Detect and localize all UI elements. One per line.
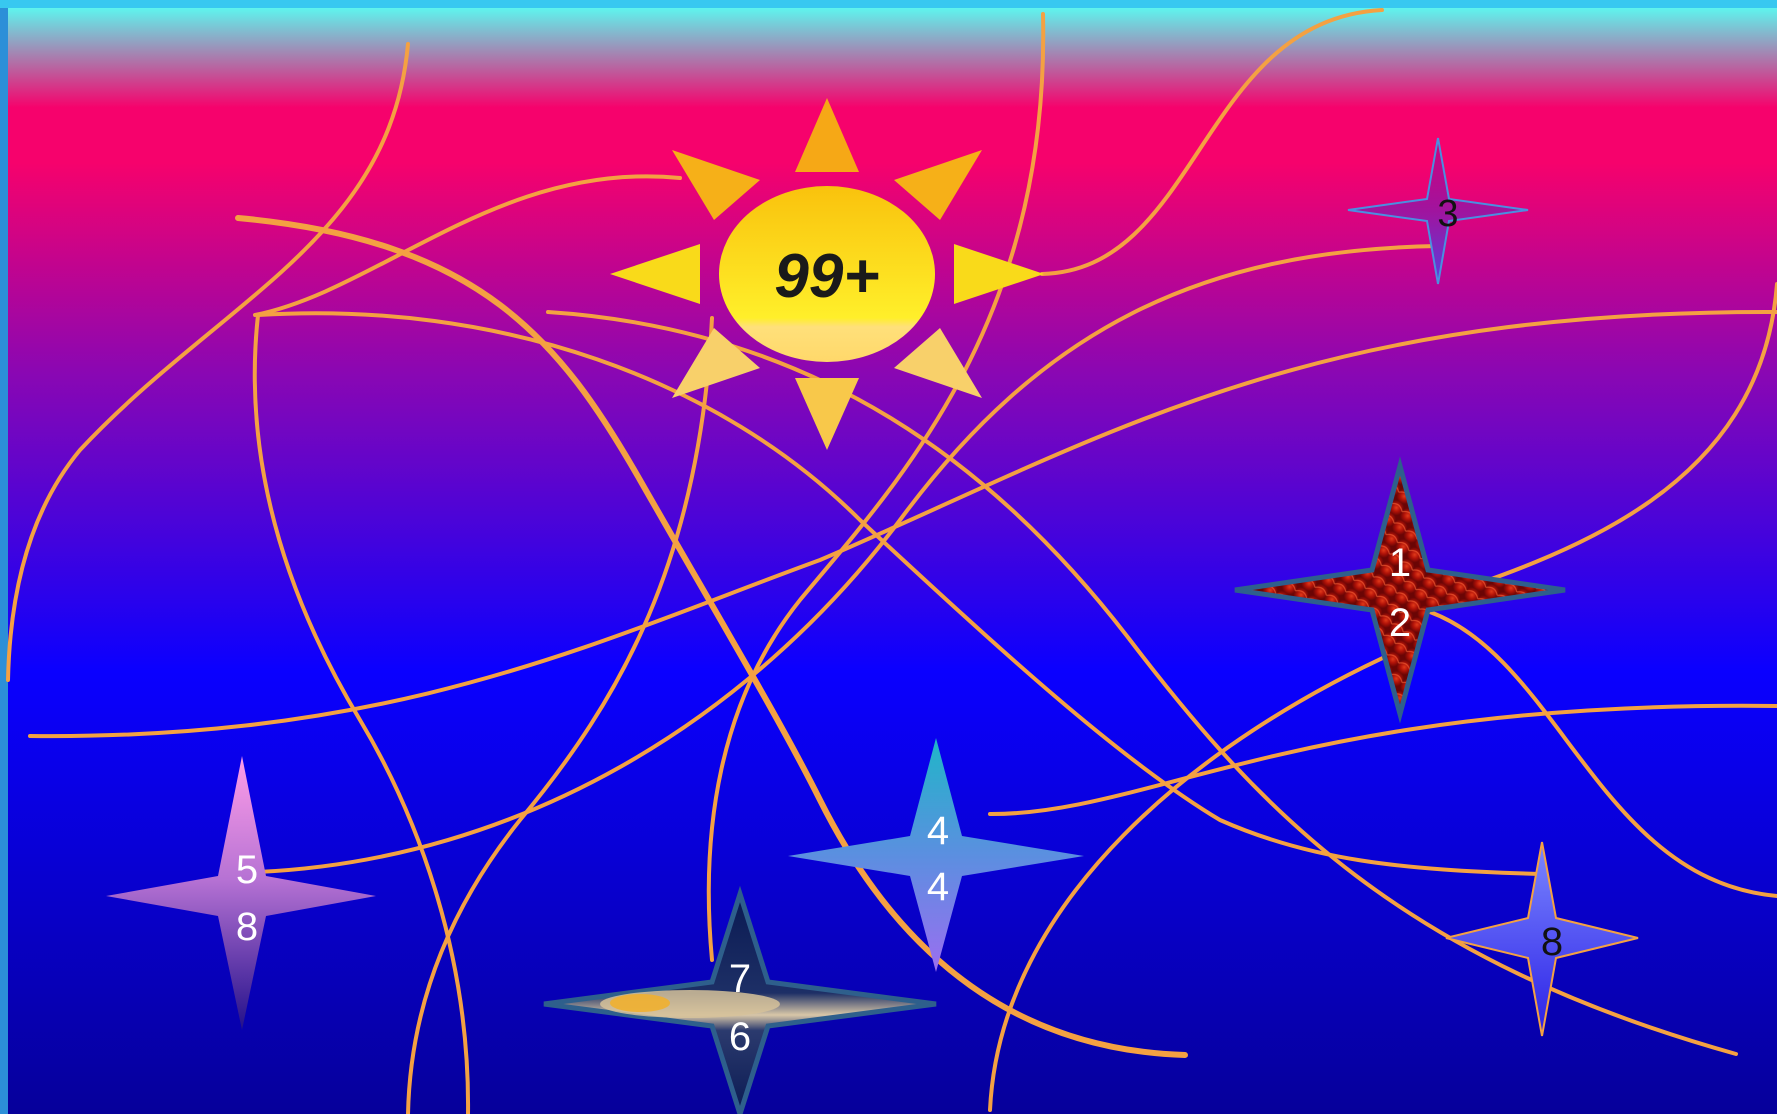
- star-shape: [1445, 841, 1639, 1037]
- curve: [252, 313, 471, 1114]
- star-label-top: 4: [927, 809, 949, 853]
- sun-ray: [795, 378, 859, 450]
- left-edge-strip: [0, 0, 8, 1114]
- star-label: 3: [1437, 193, 1458, 235]
- star-label-bottom: 4: [927, 865, 949, 909]
- shell-photo-highlight: [610, 994, 670, 1012]
- star-76[interactable]: 7 6: [543, 885, 937, 1114]
- sun-core: [719, 186, 935, 362]
- curve: [988, 648, 1402, 1112]
- curve: [1040, 8, 1384, 276]
- sun-ray: [795, 98, 859, 172]
- sun-rays: [610, 98, 1044, 450]
- curve: [706, 12, 1046, 962]
- curve: [6, 42, 410, 682]
- top-edge-strip: [0, 0, 1777, 8]
- star-label: 8: [1541, 920, 1563, 964]
- star-label-bottom: 2: [1389, 601, 1411, 645]
- sun-counter-label: 99+: [774, 242, 879, 311]
- curve: [256, 244, 1440, 874]
- star-12[interactable]: 1 2: [1234, 456, 1566, 724]
- star-shape: [788, 738, 1084, 972]
- star-58[interactable]: 5 8: [106, 756, 376, 1030]
- curve: [253, 174, 682, 317]
- sun-ray: [894, 328, 982, 398]
- star-label-bottom: 6: [729, 1015, 751, 1059]
- sun-ray: [672, 328, 760, 398]
- star-shape: [1347, 137, 1529, 285]
- star-label-top: 1: [1389, 541, 1411, 585]
- curve: [406, 316, 714, 1114]
- star-shape: [1234, 456, 1566, 724]
- sun[interactable]: 99+: [610, 98, 1044, 450]
- star-44[interactable]: 4 4: [788, 738, 1084, 972]
- curve: [235, 215, 1188, 1058]
- star-label-top: 5: [236, 848, 258, 892]
- curve: [256, 311, 1542, 876]
- star-label-bottom: 8: [236, 905, 258, 949]
- sun-ray: [894, 150, 982, 220]
- star-8[interactable]: 8: [1445, 841, 1639, 1037]
- curve: [28, 309, 1777, 739]
- curve: [1428, 610, 1777, 898]
- sun-ray: [954, 244, 1044, 304]
- curve: [988, 703, 1777, 817]
- star-label-top: 7: [729, 957, 751, 1001]
- sun-ray: [610, 244, 700, 304]
- star-shape: [106, 756, 376, 1030]
- curve: [546, 310, 1738, 1056]
- sun-ray: [672, 150, 760, 220]
- star-3[interactable]: 3: [1347, 137, 1529, 285]
- orange-curves: [6, 8, 1777, 1114]
